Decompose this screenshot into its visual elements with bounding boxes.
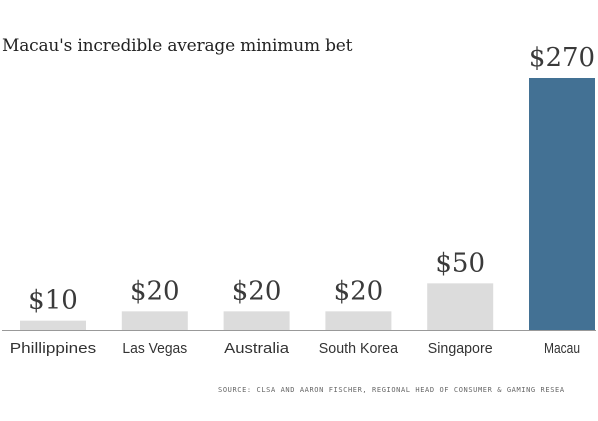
bar-phillippines — [20, 320, 86, 330]
category-label: Australia — [224, 340, 290, 357]
bar-singapore — [427, 283, 494, 330]
value-label: $50 — [435, 248, 485, 278]
value-label: $10 — [28, 286, 78, 316]
value-label: $270 — [529, 43, 595, 73]
category-label: Macau — [544, 340, 580, 357]
chart-title: Macau's incredible average minimum bet — [2, 36, 353, 56]
category-label: Las Vegas — [122, 340, 187, 357]
bar-australia — [223, 311, 290, 330]
category-label: South Korea — [319, 340, 399, 357]
bar-las-vegas — [121, 311, 188, 330]
value-label: $20 — [232, 276, 282, 306]
value-label: $20 — [130, 276, 180, 306]
category-label: Singapore — [428, 340, 493, 357]
category-label: Phillippines — [10, 340, 96, 357]
value-label: $20 — [334, 276, 384, 306]
bar-south-korea — [325, 311, 392, 330]
bar-macau — [529, 78, 595, 330]
source-note: SOURCE: CLSA AND AARON FISCHER, REGIONAL… — [218, 386, 565, 394]
